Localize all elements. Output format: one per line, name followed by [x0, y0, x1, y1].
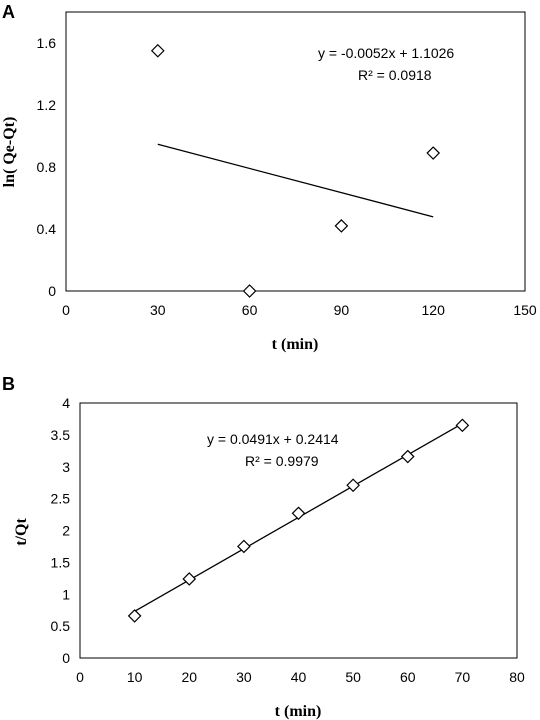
plot-area-b: [79, 402, 518, 659]
data-point: [150, 43, 165, 58]
x-tick-label: 10: [127, 669, 143, 685]
data-point: [334, 219, 349, 233]
y-tick-label: 0: [48, 283, 56, 299]
data-point: [346, 478, 360, 493]
data-point: [400, 449, 415, 464]
y-axis-label-b: t/Qt: [13, 518, 30, 546]
panel-letter-a: A: [2, 2, 15, 22]
y-tick-label: 2.5: [51, 491, 71, 507]
x-tick-label: 40: [291, 669, 307, 685]
data-point: [182, 572, 197, 586]
r-squared-b: R² = 0.9979: [245, 453, 319, 469]
x-tick-label: 30: [150, 302, 166, 318]
y-tick-label: 1.6: [37, 35, 57, 51]
x-tick-label: 60: [242, 302, 258, 318]
x-tick-label: 80: [509, 669, 525, 685]
x-tick-label: 30: [236, 669, 252, 685]
y-tick-label: 0: [62, 650, 70, 666]
x-tick-label: 150: [513, 302, 537, 318]
x-axis-label-a: t (min): [272, 336, 319, 353]
y-tick-labels-a: 0 0.4 0.8 1.2 1.6: [37, 35, 57, 299]
x-tick-label: 90: [334, 302, 350, 318]
equation-a: y = -0.0052x + 1.1026: [318, 45, 454, 61]
x-axis-label-b: t (min): [275, 703, 322, 720]
data-point: [127, 609, 142, 623]
data-points-b: [127, 418, 470, 623]
r-squared-a: R² = 0.0918: [358, 67, 432, 83]
data-point: [291, 506, 306, 521]
x-tick-label: 120: [422, 302, 446, 318]
y-tick-label: 3: [62, 459, 70, 475]
data-points-a: [150, 43, 441, 298]
data-point: [237, 539, 251, 554]
panel-letter-b: B: [2, 374, 15, 394]
y-tick-label: 1.5: [51, 554, 71, 570]
x-tick-label: 70: [455, 669, 471, 685]
x-tick-labels-b: 0 10 20 30 40 50 60 70 80: [76, 669, 525, 685]
data-point: [426, 146, 441, 160]
x-tick-labels-a: 0 30 60 90 120 150: [62, 302, 537, 318]
data-point: [242, 284, 257, 298]
panel-b: B 0 10 20 30 40 50 60 70 80 0 0.5 1 1.5 2 2.5 3 3.5 4 y …: [2, 374, 525, 720]
y-tick-label: 1.2: [37, 97, 57, 113]
data-point: [455, 418, 470, 433]
y-tick-label: 1: [62, 586, 70, 602]
x-tick-label: 60: [400, 669, 416, 685]
y-tick-label: 0.5: [51, 618, 71, 634]
y-tick-label: 4: [62, 395, 70, 411]
panel-a: A 0 30 60 90 120 150 0 0.4 0.8 1.2 1.6 y = -0.005…: [1, 2, 537, 353]
x-tick-label: 20: [181, 669, 197, 685]
x-tick-label: 0: [62, 302, 70, 318]
y-tick-label: 2: [62, 523, 70, 539]
y-tick-label: 3.5: [51, 427, 71, 443]
x-tick-label: 50: [345, 669, 361, 685]
plot-area-a: [65, 11, 526, 292]
y-axis-label-a: ln( Qe-Qt): [1, 117, 18, 188]
y-tick-labels-b: 0 0.5 1 1.5 2 2.5 3 3.5 4: [51, 395, 71, 666]
y-tick-label: 0.4: [37, 221, 57, 237]
y-tick-label: 0.8: [37, 159, 57, 175]
equation-b: y = 0.0491x + 0.2414: [207, 431, 339, 447]
x-tick-label: 0: [76, 669, 84, 685]
trendline-a: [157, 143, 434, 218]
